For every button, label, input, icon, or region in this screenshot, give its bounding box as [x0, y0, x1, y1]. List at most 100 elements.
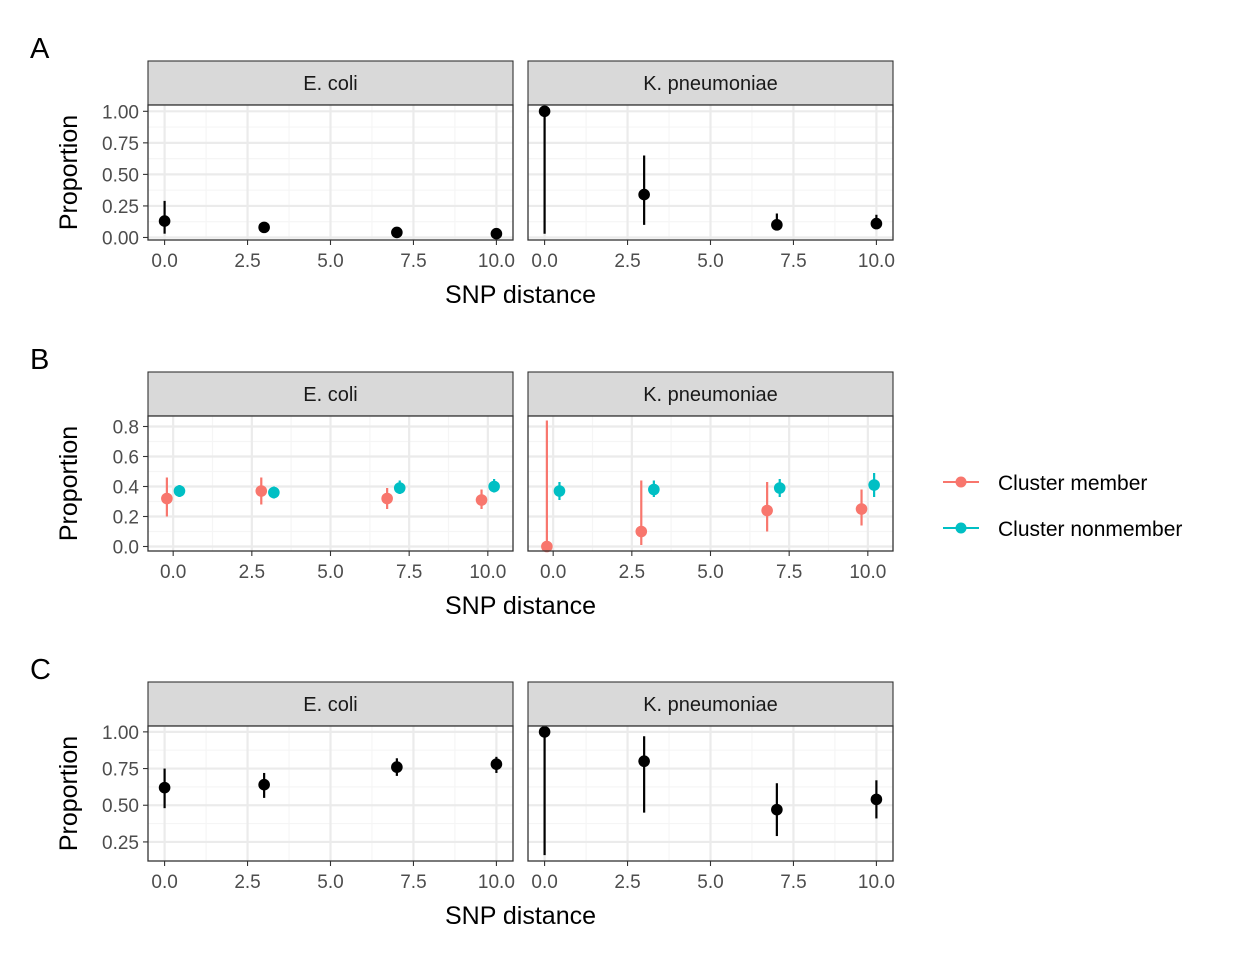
y-tick-label: 0.75 [102, 134, 139, 155]
y-tick-label: 0.2 [113, 508, 139, 529]
legend-item-cluster-nonmember: Cluster nonmember [943, 518, 1182, 541]
data-point-cluster-nonmember [393, 482, 406, 494]
chart-rows: A Proportion SNP distance E. coli 0.0 2.5 5.0 7… [30, 33, 895, 930]
x-tick-label: 0.0 [540, 562, 566, 583]
y-tick-label: 0.25 [102, 833, 139, 854]
data-point-series [638, 755, 650, 768]
x-tick-label: 7.5 [400, 872, 426, 893]
facet-strip [147, 681, 514, 727]
legend-item-cluster-member: Cluster member [943, 472, 1147, 495]
facet-strip [527, 371, 894, 417]
data-point-cluster-member [761, 504, 773, 517]
x-axis-title: SNP distance [445, 902, 596, 930]
y-tick-label: 0.50 [102, 796, 139, 817]
y-tick-label: 0.4 [113, 478, 140, 499]
data-point-cluster-nonmember [173, 485, 186, 497]
x-tick-label: 5.0 [697, 872, 723, 893]
x-tick-label: 2.5 [614, 872, 640, 893]
x-tick-label: 7.5 [396, 562, 422, 583]
data-point-series [771, 803, 783, 816]
data-point-series [771, 219, 783, 231]
panel-border [147, 725, 514, 862]
x-tick-label: 2.5 [234, 872, 260, 893]
data-point-series [391, 226, 403, 239]
legend-label-cluster-nonmember: Cluster nonmember [998, 518, 1182, 541]
data-point-series [158, 781, 171, 794]
facet-e-coli: E. coli 0.0 2.5 5.0 7.5 10.0 0.00 0.25 0.50 0.75 1… [102, 60, 515, 272]
y-tick-label: 0.6 [113, 448, 139, 469]
panel-tag: B [30, 344, 49, 376]
y-axis-title: Proportion [55, 426, 83, 541]
data-point-cluster-member [855, 503, 868, 515]
x-tick-label: 5.0 [317, 562, 343, 583]
facet-strip-label: E. coli [303, 384, 357, 406]
facet-strip [147, 60, 514, 106]
facet-k-pneumoniae: K. pneumoniae 0.0 2.5 5.0 7.5 10.0 [527, 681, 895, 893]
x-tick-label: 0.0 [531, 872, 557, 893]
panel-border [147, 415, 514, 552]
x-tick-label: 2.5 [614, 251, 640, 272]
x-tick-label: 7.5 [400, 251, 426, 272]
x-tick-label: 0.0 [160, 562, 186, 583]
panel-tag: A [30, 33, 50, 65]
facet-strip-label: K. pneumoniae [643, 384, 778, 406]
x-tick-label: 10.0 [849, 562, 886, 583]
data-point-cluster-nonmember [488, 480, 500, 493]
data-point-series [258, 221, 270, 234]
x-tick-label: 2.5 [234, 251, 260, 272]
x-tick-label: 2.5 [619, 562, 645, 583]
x-tick-label: 5.0 [317, 872, 343, 893]
data-point-series [538, 726, 551, 738]
legend: Cluster member Cluster nonmember [943, 472, 1182, 541]
facet-strip [527, 681, 894, 727]
x-axis-title: SNP distance [445, 592, 596, 620]
data-point-series [490, 758, 503, 770]
facet-strip-label: K. pneumoniae [643, 73, 778, 95]
x-tick-label: 7.5 [780, 251, 806, 272]
facet-strip [147, 371, 514, 417]
chart-b: B Proportion SNP distance E. coli 0.0 2.5 5.0 7… [30, 344, 894, 620]
legend-label-cluster-member: Cluster member [998, 472, 1147, 495]
y-tick-label: 0.00 [102, 228, 139, 249]
facet-strip-label: K. pneumoniae [643, 694, 778, 716]
x-tick-label: 5.0 [697, 251, 723, 272]
data-point-series [158, 215, 171, 227]
y-tick-label: 1.00 [102, 723, 139, 744]
facet-e-coli: E. coli 0.0 2.5 5.0 7.5 10.0 0.0 0.2 0.4 0.6 0.8 [113, 371, 514, 583]
x-tick-label: 2.5 [239, 562, 265, 583]
data-point-series [258, 778, 270, 791]
x-tick-label: 0.0 [151, 251, 177, 272]
data-point-cluster-nonmember [553, 485, 566, 497]
data-point-series [391, 761, 403, 773]
data-point-series [490, 227, 503, 240]
data-point-cluster-nonmember [268, 486, 280, 499]
data-point-series [638, 188, 650, 201]
facet-strip-label: E. coli [303, 694, 357, 716]
facet-strip-label: E. coli [303, 73, 357, 95]
panel-border [147, 104, 514, 241]
x-tick-label: 5.0 [697, 562, 723, 583]
y-tick-label: 0.8 [113, 418, 139, 439]
x-tick-label: 10.0 [469, 562, 506, 583]
data-point-cluster-nonmember [648, 483, 660, 496]
x-tick-label: 7.5 [780, 872, 806, 893]
y-tick-label: 1.00 [102, 102, 139, 123]
data-point-series [538, 105, 551, 118]
data-point-cluster-member [161, 492, 173, 505]
x-tick-label: 10.0 [478, 251, 515, 272]
y-axis-title: Proportion [55, 115, 83, 230]
x-axis-title: SNP distance [445, 281, 596, 309]
y-axis-title: Proportion [55, 736, 83, 851]
facet-k-pneumoniae: K. pneumoniae 0.0 2.5 5.0 7.5 10.0 [527, 371, 894, 583]
panel-border [527, 415, 894, 552]
x-tick-label: 0.0 [531, 251, 557, 272]
facet-e-coli: E. coli 0.0 2.5 5.0 7.5 10.0 0.25 0.50 0.75 1.00 [102, 681, 515, 893]
panel-border [527, 104, 894, 241]
data-point-cluster-member [255, 485, 268, 497]
panel-tag: C [30, 654, 51, 686]
facet-k-pneumoniae: K. pneumoniae 0.0 2.5 5.0 7.5 10.0 [527, 60, 895, 272]
x-tick-label: 10.0 [478, 872, 515, 893]
x-tick-label: 10.0 [858, 872, 895, 893]
legend-key-point-cluster-nonmember [955, 522, 967, 534]
